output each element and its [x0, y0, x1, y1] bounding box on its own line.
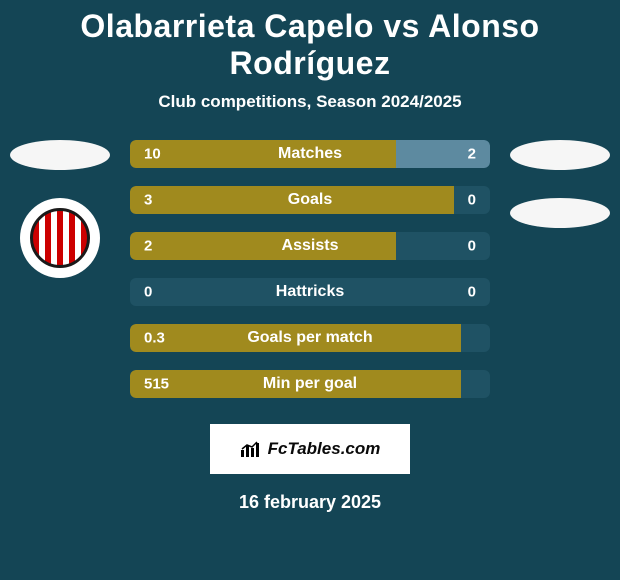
- right-value: 0: [468, 192, 476, 209]
- left-player-column: [10, 140, 110, 278]
- page-title: Olabarrieta Capelo vs Alonso Rodríguez: [0, 0, 620, 82]
- stat-row: 2 0 Assists: [130, 232, 490, 260]
- stat-row: 10 2 Matches: [130, 140, 490, 168]
- right-player-column: [510, 140, 610, 228]
- left-value: 0.3: [144, 330, 165, 347]
- stat-label: Hattricks: [276, 283, 344, 301]
- page-subtitle: Club competitions, Season 2024/2025: [0, 92, 620, 112]
- stat-label: Matches: [278, 145, 342, 163]
- stat-row: 0.3 Goals per match: [130, 324, 490, 352]
- stat-label: Assists: [282, 237, 339, 255]
- left-value: 10: [144, 146, 161, 163]
- left-value: 515: [144, 376, 169, 393]
- stat-row: 515 Min per goal: [130, 370, 490, 398]
- left-club-logo: [20, 198, 100, 278]
- right-value: 2: [468, 146, 476, 163]
- badge-text: FcTables.com: [268, 439, 381, 459]
- stat-rows: 10 2 Matches 3 0 Goals 2 0 Assists 0 0 Hattricks 0.3…: [130, 140, 490, 402]
- right-player-flag-2: [510, 198, 610, 228]
- stat-row: 3 0 Goals: [130, 186, 490, 214]
- left-bar: [130, 140, 396, 168]
- date-text: 16 february 2025: [0, 492, 620, 513]
- left-value: 2: [144, 238, 152, 255]
- stat-row: 0 0 Hattricks: [130, 278, 490, 306]
- left-value: 3: [144, 192, 152, 209]
- left-player-flag: [10, 140, 110, 170]
- chart-icon: [240, 440, 262, 458]
- right-value: 0: [468, 284, 476, 301]
- left-value: 0: [144, 284, 152, 301]
- fctables-badge[interactable]: FcTables.com: [210, 424, 410, 474]
- stat-label: Min per goal: [263, 375, 357, 393]
- comparison-panel: 10 2 Matches 3 0 Goals 2 0 Assists 0 0 Hattricks 0.3…: [0, 140, 620, 513]
- right-player-flag-1: [510, 140, 610, 170]
- left-bar: [130, 232, 396, 260]
- stat-label: Goals: [288, 191, 332, 209]
- right-value: 0: [468, 238, 476, 255]
- stat-label: Goals per match: [247, 329, 372, 347]
